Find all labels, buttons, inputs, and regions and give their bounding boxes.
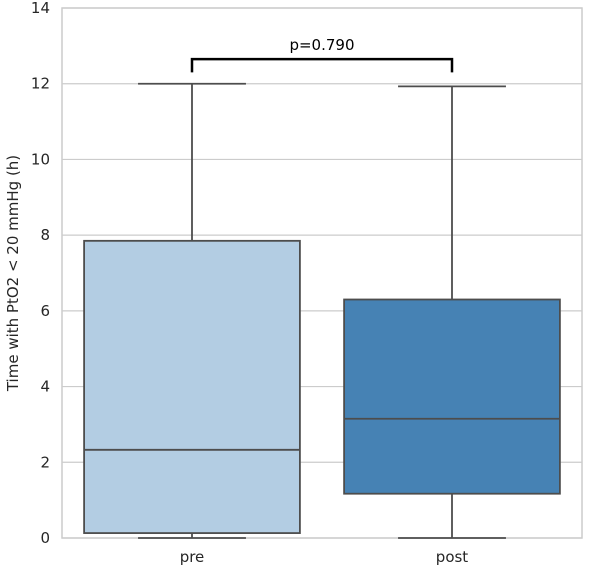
y-tick-label-0: 0 [40, 529, 50, 547]
p-value-label: p=0.790 [289, 36, 354, 54]
plot-frame [61, 7, 583, 539]
y-tick-label-14: 14 [31, 0, 50, 17]
box-post [343, 85, 561, 539]
y-tick-label-10: 10 [31, 150, 50, 168]
x-tick-label-post: post [436, 548, 469, 566]
y-tick-label-8: 8 [40, 226, 50, 244]
iqr-box-post [343, 298, 561, 495]
x-tick-label-pre: pre [180, 548, 205, 566]
iqr-box-pre [83, 239, 301, 534]
boxes [83, 82, 561, 539]
x-tick-labels: pre post [180, 548, 469, 566]
box-pre [83, 82, 301, 539]
significance-annotation: p=0.790 [190, 36, 454, 73]
y-tick-labels: 0 2 4 6 8 10 12 14 [31, 0, 50, 547]
y-axis-label: Time with PtO2 < 20 mmHg (h) [4, 155, 22, 392]
y-tick-label-2: 2 [40, 453, 50, 471]
y-tick-label-4: 4 [40, 378, 50, 396]
significance-bracket [190, 57, 454, 73]
y-tick-label-6: 6 [40, 302, 50, 320]
y-tick-label-12: 12 [31, 75, 50, 93]
